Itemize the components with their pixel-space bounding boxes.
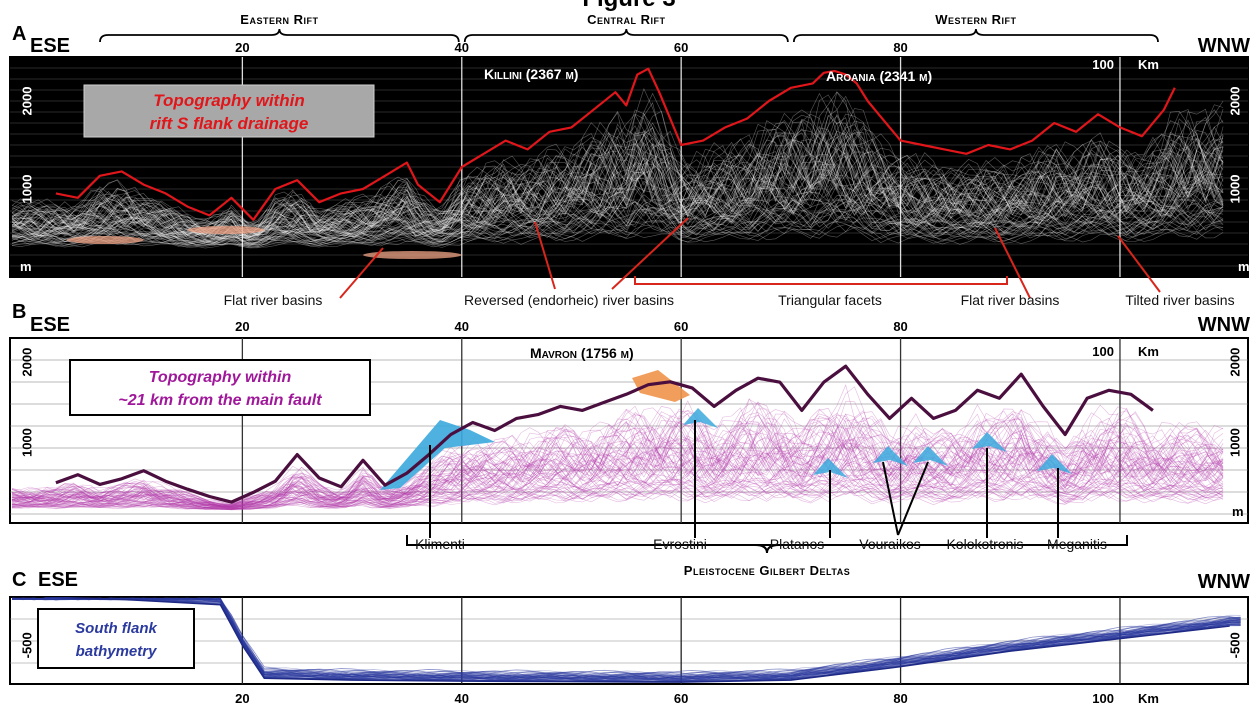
- delta-label-platanos: Platanos: [770, 536, 824, 552]
- panel-b-right-direction: WNW: [1198, 314, 1250, 336]
- y-tick-label-left: -500: [19, 632, 34, 658]
- x-tick-label: 20: [235, 40, 249, 55]
- y-tick-label-left: 1000: [19, 428, 34, 457]
- figure-title-clipped: Figure 3: [582, 0, 675, 12]
- x-tick-label: 100: [1092, 691, 1114, 705]
- panel-a-unit-km: Km: [1138, 57, 1159, 72]
- x-tick-label: 40: [455, 319, 469, 334]
- y-tick-label-left: 2000: [19, 348, 34, 377]
- panel-c-unit-km: Km: [1138, 691, 1159, 705]
- panel-b-label: B: [12, 301, 26, 323]
- x-tick-label: 60: [674, 319, 688, 334]
- peak-aroania-label: Aroania (2341 m): [826, 68, 932, 84]
- delta-label-klimenti: Klimenti: [415, 536, 465, 552]
- y-tick-label-right: 2000: [1227, 87, 1242, 116]
- x-tick-label: 60: [674, 40, 688, 55]
- panel-a-legend-line-2: rift S flank drainage: [150, 114, 309, 133]
- panel-c-legend-line-2: bathymetry: [76, 643, 158, 660]
- panel-a-y-unit-left: m: [20, 259, 32, 274]
- x-tick-label: 20: [235, 319, 249, 334]
- rift-brackets: Eastern Rift Central Rift Western Rift: [100, 12, 1158, 42]
- x-tick-label: 80: [893, 40, 907, 55]
- y-tick-label-right: 2000: [1227, 348, 1242, 377]
- panel-a-legend-line-1: Topography within: [153, 91, 304, 110]
- panel-b-legend-line-2: ~21 km from the main fault: [118, 392, 322, 409]
- flat-basin-shape: [67, 236, 144, 244]
- panel-a-tick-label: 100: [1092, 57, 1114, 72]
- delta-label-evrostini: Evrostini: [653, 536, 707, 552]
- panel-c-left-direction: ESE: [38, 569, 78, 591]
- annotation-flat-river-basins-1: Flat river basins: [224, 292, 323, 308]
- annotation-triangular-facets: Triangular facets: [778, 292, 882, 308]
- rift-label: Western Rift: [935, 12, 1016, 27]
- panel-a-y-unit-right: m: [1238, 259, 1250, 274]
- panel-b-y-unit: m: [1232, 504, 1244, 519]
- rift-label: Central Rift: [587, 12, 665, 27]
- rift-bracket: [100, 29, 459, 42]
- x-tick-label: 40: [455, 691, 469, 705]
- y-tick-label-left: 2000: [19, 87, 34, 116]
- rift-bracket: [465, 29, 788, 42]
- panel-c: South flank bathymetry -500 -500 Km: [10, 597, 1248, 705]
- rift-bracket: [794, 29, 1158, 42]
- peak-mavron-label: Mavron (1756 m): [530, 345, 634, 361]
- delta-label-meganitis: Meganitis: [1047, 536, 1107, 552]
- y-tick-label-right: 1000: [1227, 175, 1242, 204]
- annotation-tilted-river-basins: Tilted river basins: [1125, 292, 1234, 308]
- x-tick-label: 20: [235, 691, 249, 705]
- peak-killini-label: Killini (2367 m): [484, 66, 578, 82]
- panel-c-right-direction: WNW: [1198, 571, 1250, 593]
- annotation-reversed-river-basins: Reversed (endorheic) river basins: [464, 292, 674, 308]
- panel-b-unit-km: Km: [1138, 344, 1159, 359]
- x-tick-label: 80: [893, 319, 907, 334]
- x-tick-label: 40: [455, 40, 469, 55]
- y-tick-label-right: -500: [1227, 632, 1242, 658]
- rift-label: Eastern Rift: [240, 12, 318, 27]
- panel-a-label: A: [12, 23, 26, 45]
- panel-b: Topography within ~21 km from the main f…: [10, 338, 1248, 523]
- panel-c-label: C: [12, 569, 26, 591]
- x-tick-label: 80: [893, 691, 907, 705]
- delta-label-kolokotronis: Kolokotronis: [946, 536, 1023, 552]
- x-tick-label: 60: [674, 691, 688, 705]
- flat-basin-shape: [188, 226, 265, 234]
- panel-b-legend-line-1: Topography within: [149, 369, 292, 386]
- y-tick-label-left: 1000: [19, 175, 34, 204]
- panel-a-right-direction: WNW: [1198, 35, 1250, 57]
- delta-label-vouraikos: Vouraikos: [859, 536, 920, 552]
- annotation-flat-river-basins-2: Flat river basins: [961, 292, 1060, 308]
- y-tick-label-right: 1000: [1227, 428, 1242, 457]
- panel-c-legend-line-1: South flank: [75, 620, 157, 637]
- panel-a-left-direction: ESE: [30, 35, 70, 57]
- panel-b-left-direction: ESE: [30, 314, 70, 336]
- panel-b-tick-label: 100: [1092, 344, 1114, 359]
- gilbert-deltas-title: Pleistocene Gilbert Deltas: [684, 563, 850, 578]
